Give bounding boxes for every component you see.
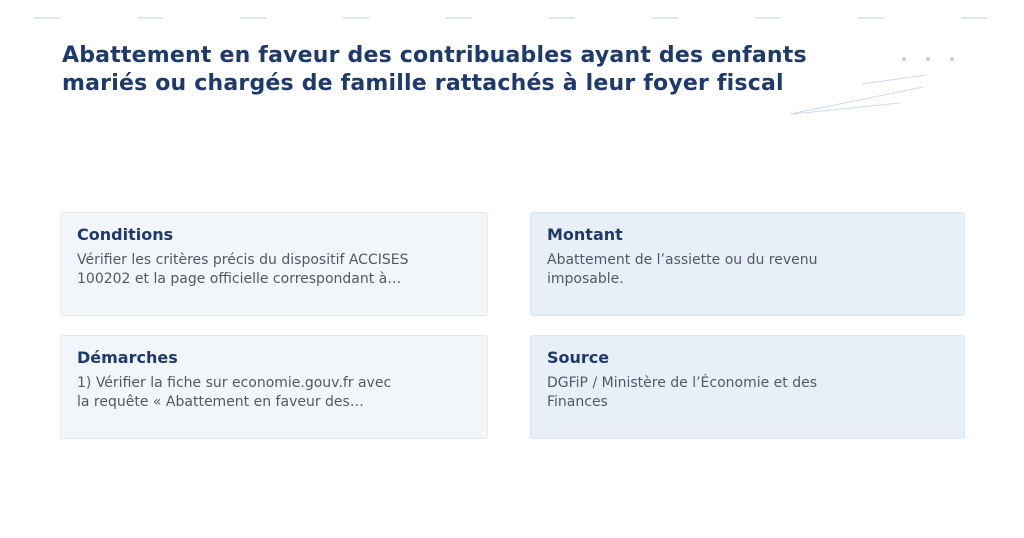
info-cards-grid: Conditions Vérifier les critères précis … [60,212,965,439]
card-montant-text-line-2: imposable. [547,271,624,287]
crossing-lines-icon [789,74,927,115]
card-conditions-text-line-2: 100202 et la page officielle corresponda… [77,271,402,287]
card-demarches-heading: Démarches [77,348,178,367]
page-title: Abattement en faveur des contribuables a… [62,42,807,98]
card-montant-text-line-1: Abattement de l’assiette ou du revenu [547,252,818,268]
page-title-line-1: Abattement en faveur des contribuables a… [62,43,807,68]
three-dots-icon [902,57,954,61]
card-source-text-line-2: Finances [547,394,608,410]
card-conditions-text-line-1: Vérifier les critères précis du disposit… [77,252,409,268]
top-dashed-divider [34,17,1024,19]
card-montant: Montant Abattement de l’assiette ou du r… [530,212,965,316]
card-source: Source DGFiP / Ministère de l’Économie e… [530,335,965,439]
card-conditions: Conditions Vérifier les critères précis … [60,212,488,316]
card-source-text-line-1: DGFiP / Ministère de l’Économie et des [547,375,818,391]
card-demarches-text-line-1: 1) Vérifier la fiche sur economie.gouv.f… [77,375,392,391]
card-conditions-heading: Conditions [77,225,174,244]
card-source-heading: Source [547,348,610,367]
card-demarches: Démarches 1) Vérifier la fiche sur econo… [60,335,488,439]
card-montant-heading: Montant [547,225,623,244]
card-demarches-text-line-2: la requête « Abattement en faveur des… [77,394,364,410]
page-title-line-2: mariés ou chargés de famille rattachés à… [62,71,784,96]
